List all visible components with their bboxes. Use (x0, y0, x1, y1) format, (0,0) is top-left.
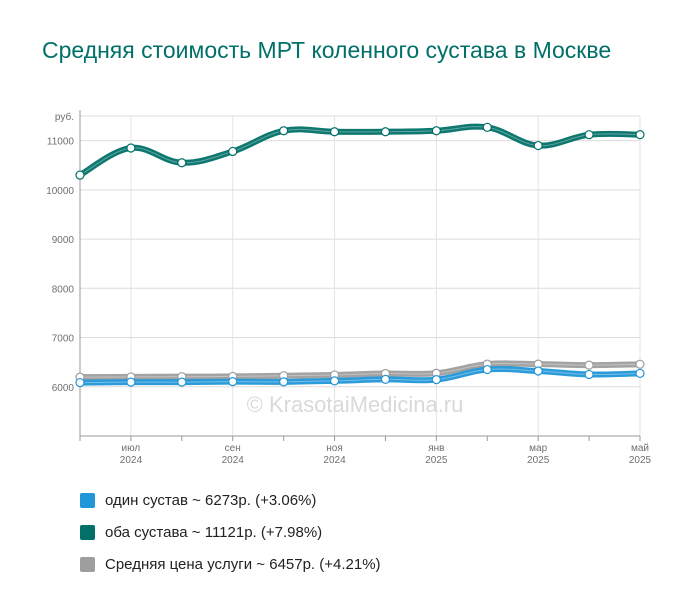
data-point[interactable] (533, 366, 543, 376)
data-point[interactable] (177, 158, 187, 168)
data-point[interactable] (482, 122, 492, 132)
x-tick-label-year: 2024 (323, 455, 346, 466)
legend-swatch-one-joint (80, 492, 95, 508)
data-point[interactable] (126, 377, 136, 387)
data-point[interactable] (584, 360, 594, 370)
data-point[interactable] (75, 377, 85, 388)
y-axis-unit: руб. (55, 111, 74, 123)
legend-item-average-price[interactable]: Средняя цена услуги ~ 6457р. (+4.21%) (80, 548, 381, 580)
data-point[interactable] (584, 369, 594, 380)
y-tick-label: 9000 (52, 235, 75, 246)
legend-item-both-joints[interactable]: оба сустава ~ 11121р. (+7.98%) (80, 516, 381, 548)
series-line (77, 123, 643, 179)
x-tick-label-year: 2025 (629, 455, 652, 466)
data-point[interactable] (431, 375, 441, 385)
y-tick-label: 8000 (52, 284, 75, 295)
legend: один сустав ~ 6273р. (+3.06%) оба сустав… (80, 484, 381, 580)
watermark: © KrasotaiMedicina.ru (247, 392, 464, 417)
data-point[interactable] (75, 170, 85, 180)
legend-swatch-average-price (80, 556, 95, 572)
x-tick-label-month: ноя (326, 443, 343, 454)
legend-label: оба сустава ~ 11121р. (+7.98%) (105, 523, 323, 541)
y-tick-label: 7000 (52, 334, 75, 345)
data-point[interactable] (329, 127, 340, 137)
x-tick-label-month: сен (225, 443, 241, 454)
data-point[interactable] (431, 126, 441, 136)
legend-item-one-joint[interactable]: один сустав ~ 6273р. (+3.06%) (80, 484, 381, 516)
x-tick-label-year: 2025 (425, 455, 448, 466)
x-tick-label-month: июл (122, 443, 141, 454)
data-point[interactable] (177, 377, 187, 387)
data-point[interactable] (126, 143, 136, 153)
x-tick-label-month: май (631, 443, 649, 454)
y-tick-label: 6000 (52, 383, 75, 394)
chart-title: Средняя стоимость МРТ коленного сустава … (42, 37, 612, 63)
data-points (75, 122, 645, 388)
x-tick-labels: июл2024сен2024ноя2024янв2025мар2025май20… (120, 443, 652, 466)
data-point[interactable] (279, 377, 289, 387)
x-tick-label-month: мар (529, 443, 547, 454)
x-tick-label-year: 2024 (222, 455, 245, 466)
series-lines (77, 123, 643, 386)
data-point[interactable] (584, 130, 594, 140)
data-point[interactable] (279, 126, 289, 136)
data-point[interactable] (533, 140, 543, 151)
data-point[interactable] (228, 146, 238, 157)
legend-swatch-both-joints (80, 524, 95, 540)
data-point[interactable] (380, 127, 391, 137)
data-point[interactable] (635, 368, 645, 378)
data-point[interactable] (228, 377, 238, 387)
y-tick-labels: 6000 7000 8000 9000 10000 11000 (46, 137, 74, 394)
x-tick-label-year: 2024 (120, 455, 143, 466)
data-point[interactable] (635, 130, 645, 140)
legend-label: один сустав ~ 6273р. (+3.06%) (105, 491, 317, 509)
x-tick-label-month: янв (428, 443, 444, 454)
data-point[interactable] (329, 376, 340, 386)
y-tick-label: 11000 (47, 137, 75, 148)
grid-lines (80, 115, 641, 436)
legend-label: Средняя цена услуги ~ 6457р. (+4.21%) (105, 555, 381, 573)
data-point[interactable] (635, 359, 645, 369)
y-tick-label: 10000 (46, 186, 74, 197)
x-tick-label-year: 2025 (527, 455, 550, 466)
data-point[interactable] (482, 364, 492, 375)
data-point[interactable] (380, 374, 391, 384)
